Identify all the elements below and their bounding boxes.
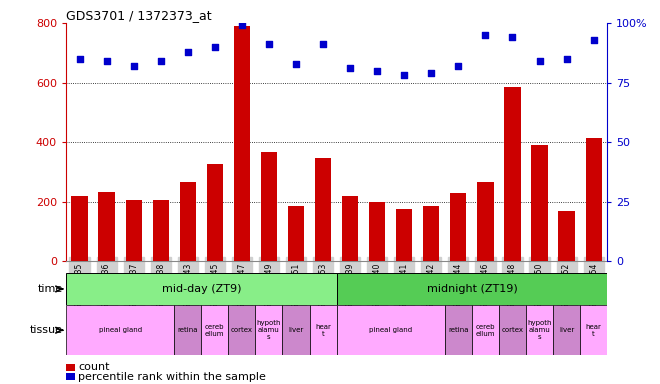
Text: retina: retina: [178, 327, 198, 333]
Bar: [558, 210, 575, 261]
Text: hypoth
alamu
s: hypoth alamu s: [257, 320, 281, 340]
Point: [290, 60, 301, 66]
Bar: [315, 159, 331, 261]
Bar: [369, 202, 385, 261]
Text: hear
t: hear t: [585, 324, 602, 337]
Point: [210, 44, 220, 50]
Bar: [531, 145, 548, 261]
Text: cortex: cortex: [231, 327, 253, 333]
Bar: [337, 305, 445, 355]
Text: mid-day (ZT9): mid-day (ZT9): [162, 284, 241, 294]
Bar: [201, 305, 228, 355]
Point: [535, 58, 545, 64]
Bar: [396, 209, 412, 261]
Text: pineal gland: pineal gland: [98, 327, 142, 333]
Bar: [585, 137, 602, 261]
Point: [74, 56, 84, 62]
Bar: [450, 193, 467, 261]
Bar: [580, 305, 607, 355]
Text: percentile rank within the sample: percentile rank within the sample: [78, 372, 266, 382]
Bar: [207, 164, 223, 261]
Bar: [472, 305, 499, 355]
Bar: [526, 305, 553, 355]
Point: [426, 70, 437, 76]
Bar: [499, 305, 526, 355]
Bar: [282, 305, 310, 355]
Text: GDS3701 / 1372373_at: GDS3701 / 1372373_at: [66, 9, 212, 22]
Point: [561, 56, 572, 62]
Point: [182, 48, 193, 55]
Bar: [228, 305, 255, 355]
Point: [372, 68, 383, 74]
Bar: [152, 200, 169, 261]
Point: [399, 72, 409, 78]
Text: count: count: [78, 362, 110, 372]
Point: [507, 34, 517, 40]
Text: liver: liver: [288, 327, 304, 333]
Bar: [66, 273, 337, 305]
Bar: [553, 305, 580, 355]
Point: [264, 41, 275, 48]
Bar: [180, 182, 196, 261]
Point: [589, 36, 599, 43]
Text: hypoth
alamu
s: hypoth alamu s: [527, 320, 552, 340]
Bar: [504, 87, 521, 261]
Bar: [310, 305, 337, 355]
Text: midnight (ZT19): midnight (ZT19): [426, 284, 517, 294]
Bar: [342, 196, 358, 261]
Text: time: time: [38, 284, 63, 294]
Bar: [337, 273, 607, 305]
Text: cereb
ellum: cereb ellum: [205, 324, 224, 337]
Point: [345, 65, 355, 71]
Text: retina: retina: [448, 327, 469, 333]
Bar: [288, 206, 304, 261]
Bar: [66, 305, 174, 355]
Bar: [261, 152, 277, 261]
Bar: [71, 196, 88, 261]
Text: pineal gland: pineal gland: [369, 327, 412, 333]
Point: [480, 32, 491, 38]
Bar: [174, 305, 201, 355]
Text: tissue: tissue: [30, 325, 63, 335]
Point: [453, 63, 463, 69]
Bar: [255, 305, 282, 355]
Bar: [477, 182, 494, 261]
Bar: [445, 305, 472, 355]
Text: liver: liver: [559, 327, 574, 333]
Text: cortex: cortex: [502, 327, 523, 333]
Point: [237, 22, 248, 28]
Point: [128, 63, 139, 69]
Bar: [423, 206, 440, 261]
Text: hear
t: hear t: [315, 324, 331, 337]
Point: [102, 58, 112, 64]
Point: [156, 58, 166, 64]
Text: cereb
ellum: cereb ellum: [476, 324, 495, 337]
Bar: [98, 192, 115, 261]
Bar: [125, 200, 142, 261]
Bar: [234, 26, 250, 261]
Point: [318, 41, 329, 48]
